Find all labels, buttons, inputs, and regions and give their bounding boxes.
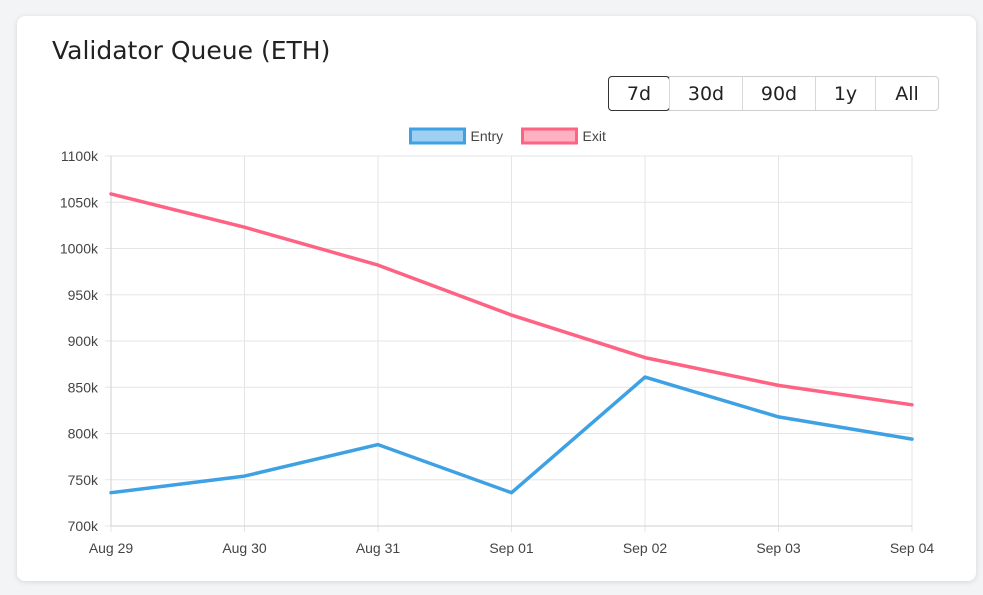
chart-grid (105, 155, 913, 532)
legend-swatch-exit[interactable] (521, 127, 578, 145)
series-line-exit (109, 192, 914, 407)
range-selector: 7d 30d 90d 1y All (608, 76, 939, 111)
y-tick-label: 800k (68, 426, 99, 442)
y-tick-label: 1100k (61, 148, 99, 164)
range-all-button[interactable]: All (875, 77, 938, 110)
y-tick-label: 900k (68, 333, 99, 349)
y-tick-label: 700k (68, 518, 99, 534)
y-tick-label: 1050k (60, 194, 99, 210)
legend-label-entry[interactable]: Entry (471, 128, 504, 144)
chart-axes: 700k 750k 800k 850k 900k 950k 1000k 1050k 1100k A… (60, 148, 935, 556)
range-30d-button[interactable]: 30d (669, 77, 742, 110)
legend-label-exit[interactable]: Exit (583, 128, 606, 144)
x-tick-label: Aug 30 (222, 540, 267, 556)
range-7d-button[interactable]: 7d (608, 76, 670, 111)
legend-swatch-entry[interactable] (409, 127, 466, 145)
x-tick-label: Aug 31 (356, 540, 401, 556)
x-tick-label: Sep 02 (623, 540, 668, 556)
y-tick-label: 750k (68, 472, 99, 488)
range-90d-button[interactable]: 90d (742, 77, 815, 110)
x-tick-label: Aug 29 (89, 540, 134, 556)
y-tick-label: 950k (68, 287, 99, 303)
series-line-entry (109, 375, 914, 495)
y-tick-label: 850k (68, 379, 99, 395)
y-tick-label: 1000k (60, 241, 99, 257)
x-tick-label: Sep 04 (890, 540, 935, 556)
chart-legend: Entry Exit (409, 127, 606, 145)
x-tick-label: Sep 01 (489, 540, 534, 556)
x-tick-label: Sep 03 (756, 540, 801, 556)
card-title: Validator Queue (ETH) (52, 36, 331, 65)
chart-series (109, 192, 914, 495)
range-1y-button[interactable]: 1y (815, 77, 875, 110)
